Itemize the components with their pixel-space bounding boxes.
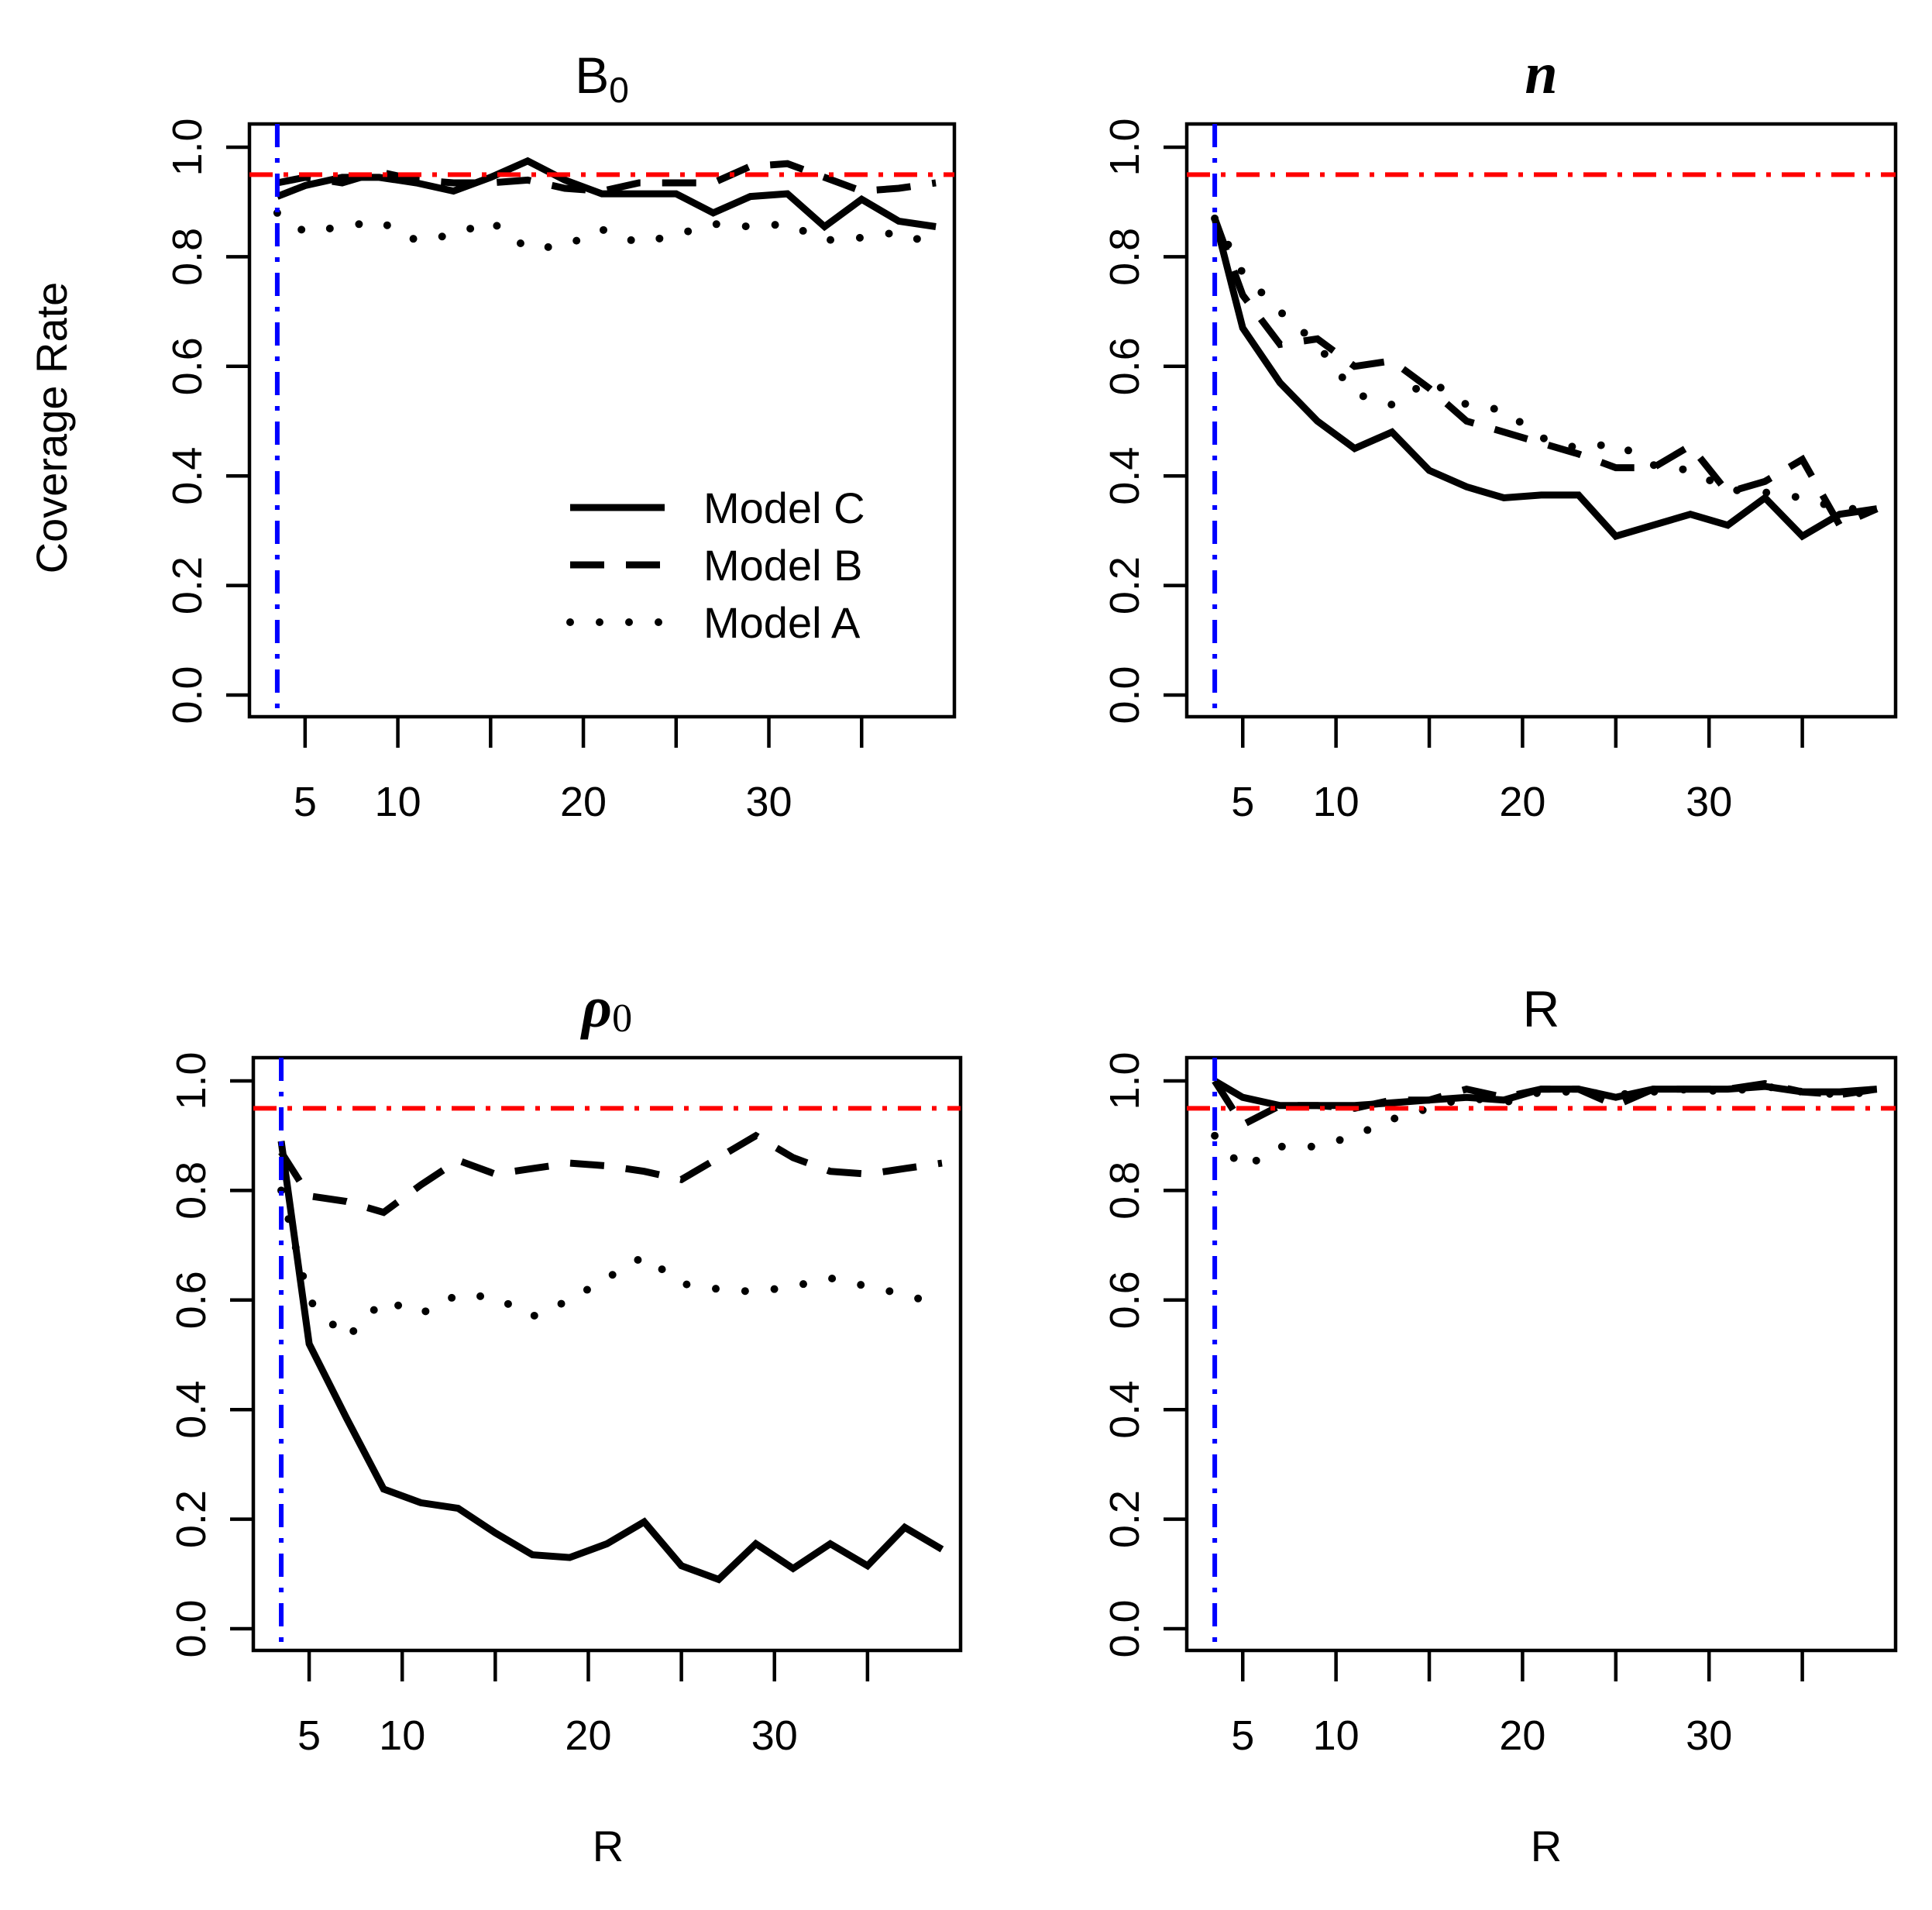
y-tick-label: 0.6: [1102, 1271, 1148, 1329]
x-tick-label: 20: [1499, 779, 1545, 825]
y-tick-label: 0.2: [1102, 1490, 1148, 1548]
y-tick-label: 0.8: [164, 228, 211, 286]
y-tick-label: 1.0: [164, 118, 211, 176]
x-tick-label: 30: [1686, 1712, 1732, 1759]
panel-2: n 0.0 0.2 0.4 0.6 0.8 1.0 5 10 20 30: [1102, 41, 1898, 825]
y-tick-label: 0.0: [168, 1599, 215, 1657]
x-tick-label: 5: [1231, 779, 1254, 825]
x-tick-label: 20: [560, 779, 607, 825]
panel-3: ρ0 0.0 0.2 0.4 0.6 0.8 1.0 5 10 20 30: [168, 975, 963, 1759]
panel-title-main: n: [1525, 41, 1557, 106]
series-model-b: [277, 160, 937, 195]
y-tick-label: 0.0: [1102, 1599, 1148, 1657]
x-tick-label: 20: [565, 1712, 611, 1759]
legend-label: Model B: [703, 541, 862, 590]
y-tick-label: 0.2: [168, 1490, 215, 1548]
panel-4: R 0.0 0.2 0.4 0.6 0.8 1.0 5 10 20 30: [1102, 980, 1898, 1759]
plot-frame: [1184, 122, 1898, 719]
y-tick-label: 0.0: [164, 666, 211, 724]
plot-area: [1187, 1058, 1896, 1650]
x-tick-label: 5: [294, 779, 317, 825]
y-tick-label: 0.6: [168, 1271, 215, 1329]
plot-frame: [247, 122, 957, 719]
y-tick-label: 1.0: [1102, 118, 1148, 176]
x-tick-label: 10: [1313, 779, 1360, 825]
x-tick-label: 10: [375, 779, 421, 825]
x-tick-label: 30: [1686, 779, 1732, 825]
panel-title: n: [1525, 41, 1557, 106]
series-model-c: [276, 157, 937, 232]
series-model-b: [1211, 217, 1879, 530]
y-tick-label: 1.0: [168, 1051, 215, 1110]
y-tick-label: 0.4: [1102, 1381, 1148, 1439]
legend-label: Model C: [703, 484, 865, 532]
y-tick-label: 1.0: [1102, 1051, 1148, 1110]
series-model-a: [1211, 214, 1881, 513]
series-model-b: [1212, 1079, 1878, 1130]
y-tick-label: 0.2: [1102, 556, 1148, 614]
panel-title: R: [1523, 980, 1560, 1038]
y-tick-label: 0.4: [1102, 447, 1148, 505]
plot-area: [249, 124, 954, 717]
y-tick-label: 0.0: [1102, 666, 1148, 724]
legend-label: Model A: [703, 598, 861, 647]
x-tick-label: 30: [745, 779, 792, 825]
x-axis-label-left: R: [593, 1822, 624, 1870]
panel-title-main: ρ: [580, 975, 612, 1040]
y-tick-label: 0.8: [168, 1161, 215, 1220]
series-model-a: [273, 208, 940, 253]
y-tick-label: 0.6: [1102, 337, 1148, 395]
y-tick-label: 0.4: [168, 1381, 215, 1439]
plot-area: [1187, 124, 1896, 717]
series-model-a: [277, 1186, 946, 1344]
y-tick-label: 0.6: [164, 337, 211, 395]
panel-title-subscript: 0: [609, 70, 629, 110]
panel-title: ρ0: [580, 975, 632, 1041]
plot-area: [253, 1058, 961, 1650]
x-tick-label: 5: [1231, 1712, 1254, 1759]
series-model-c: [277, 1141, 944, 1584]
x-tick-label: 10: [1313, 1712, 1360, 1759]
panel-title: B0: [575, 46, 629, 110]
panel-title-main: R: [1523, 980, 1560, 1038]
x-tick-label: 30: [751, 1712, 798, 1759]
series-model-c: [1212, 1078, 1878, 1110]
legend: Model C Model B Model A: [566, 484, 865, 647]
y-tick-label: 0.2: [164, 556, 211, 614]
y-tick-label: 0.8: [1102, 228, 1148, 286]
panel-title-subscript: 0: [612, 996, 632, 1041]
series-model-b: [278, 1131, 943, 1217]
x-axis-label-right: R: [1531, 1822, 1562, 1870]
series-model-c: [1211, 217, 1878, 541]
x-tick-label: 10: [379, 1712, 425, 1759]
x-tick-label: 20: [1499, 1712, 1545, 1759]
series-model-a: [1211, 1082, 1881, 1174]
plot-frame: [251, 1055, 963, 1653]
y-tick-label: 0.8: [1102, 1161, 1148, 1220]
y-axis-label: Coverage Rate: [27, 282, 76, 574]
x-tick-label: 5: [297, 1712, 321, 1759]
plot-frame: [1184, 1055, 1898, 1653]
y-tick-label: 0.4: [164, 447, 211, 505]
panel-title-main: B: [575, 46, 609, 104]
